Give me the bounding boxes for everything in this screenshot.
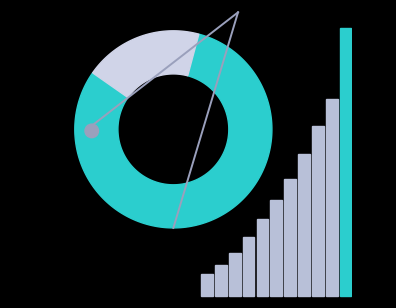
- Bar: [284, 179, 296, 296]
- Bar: [298, 154, 310, 296]
- Polygon shape: [75, 34, 272, 228]
- Bar: [354, 71, 365, 296]
- Bar: [270, 200, 282, 296]
- Bar: [312, 126, 324, 296]
- Bar: [367, 102, 379, 296]
- Bar: [243, 237, 254, 296]
- Bar: [201, 274, 213, 296]
- Bar: [340, 28, 351, 296]
- Bar: [215, 265, 227, 296]
- Circle shape: [85, 124, 99, 138]
- Bar: [326, 99, 337, 296]
- Bar: [257, 219, 268, 296]
- Polygon shape: [93, 31, 199, 98]
- Bar: [229, 253, 240, 296]
